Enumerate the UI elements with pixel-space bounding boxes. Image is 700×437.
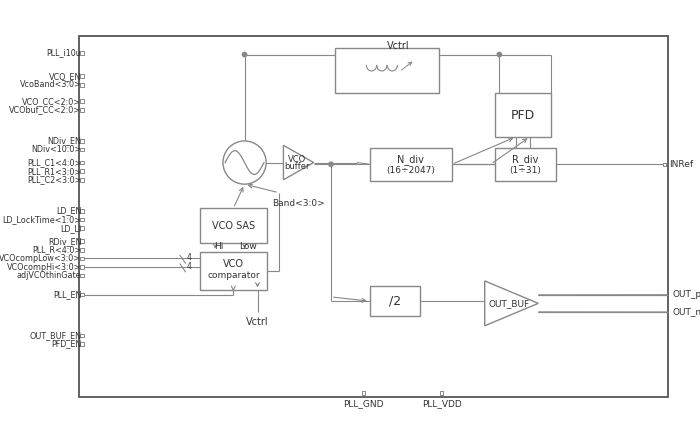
Text: adjVCOthinGate: adjVCOthinGate (17, 271, 81, 280)
Bar (80, 148, 84, 151)
Bar (80, 248, 84, 252)
Bar (495, 94, 551, 137)
Text: OUT_p: OUT_p (672, 290, 700, 299)
Bar (80, 161, 84, 164)
Bar (80, 257, 84, 260)
Bar (370, 148, 452, 180)
Circle shape (223, 141, 266, 184)
Text: NDiv<10:0>: NDiv<10:0> (32, 145, 81, 154)
Bar (80, 51, 84, 55)
Bar (335, 48, 439, 93)
Bar (80, 178, 84, 181)
Bar (80, 100, 84, 103)
Bar (199, 208, 267, 243)
Text: PLL_VDD: PLL_VDD (421, 399, 461, 408)
Text: VCOcompHi<3:0>: VCOcompHi<3:0> (7, 263, 81, 271)
Text: PLL_C1<4:0>: PLL_C1<4:0> (27, 158, 81, 167)
Text: OUT_n: OUT_n (672, 308, 700, 316)
Text: PLL_EN: PLL_EN (53, 290, 81, 299)
Text: VCObuf_CC<2:0>: VCObuf_CC<2:0> (9, 105, 81, 114)
Bar (663, 163, 666, 166)
Bar (80, 265, 84, 269)
Text: Band<3:0>: Band<3:0> (272, 199, 325, 208)
Text: 4: 4 (187, 253, 192, 262)
Text: INRef: INRef (670, 160, 694, 169)
Bar (80, 209, 84, 213)
Text: VCO: VCO (223, 260, 244, 270)
Text: VCO_CC<2:0>: VCO_CC<2:0> (22, 97, 81, 106)
Bar (80, 74, 84, 78)
Text: PLL_i10u: PLL_i10u (46, 49, 81, 57)
Bar (80, 342, 84, 346)
Text: PLL_R1<3:0>: PLL_R1<3:0> (27, 166, 81, 176)
Text: PLL_R<4:0>: PLL_R<4:0> (32, 245, 81, 254)
Circle shape (497, 52, 501, 57)
Polygon shape (484, 281, 538, 326)
Text: VCO SAS: VCO SAS (212, 221, 255, 231)
Bar (80, 333, 84, 337)
Bar (370, 286, 420, 316)
Bar (495, 148, 556, 180)
Text: NDiv_EN: NDiv_EN (48, 136, 81, 146)
Text: RDiv_EN: RDiv_EN (48, 237, 81, 246)
Text: Low: Low (239, 242, 257, 251)
Text: PLL_GND: PLL_GND (344, 399, 384, 408)
Circle shape (242, 52, 246, 57)
Text: 4: 4 (187, 262, 192, 271)
Text: Vctrl: Vctrl (246, 317, 269, 327)
Text: /2: /2 (389, 295, 401, 308)
Text: buffer: buffer (284, 163, 310, 171)
Text: Vctrl: Vctrl (387, 41, 409, 51)
Bar (80, 293, 84, 296)
Text: comparator: comparator (207, 271, 260, 280)
Bar (80, 83, 84, 87)
Text: VCO_EN: VCO_EN (49, 72, 81, 81)
Text: LD_EN: LD_EN (56, 206, 81, 215)
Bar (362, 392, 365, 395)
Text: PFD_EN: PFD_EN (51, 340, 81, 348)
Bar (440, 392, 443, 395)
Text: OUT_BUF: OUT_BUF (488, 299, 529, 308)
Bar (80, 226, 84, 230)
Text: (1÷31): (1÷31) (510, 166, 541, 175)
Bar (199, 252, 267, 291)
Bar (80, 239, 84, 243)
Text: VCOcompLow<3:0>: VCOcompLow<3:0> (0, 254, 81, 263)
Circle shape (329, 162, 333, 166)
Polygon shape (284, 145, 314, 180)
Text: PFD: PFD (511, 108, 536, 121)
Text: LD_LI: LD_LI (60, 224, 81, 233)
Text: VCO: VCO (288, 155, 306, 163)
Bar (80, 218, 84, 221)
Text: OUT_BUF_EN: OUT_BUF_EN (29, 331, 81, 340)
Text: N_div: N_div (398, 155, 424, 166)
Text: LD_LockTime<1:0>: LD_LockTime<1:0> (2, 215, 81, 224)
Text: R_div: R_div (512, 155, 538, 166)
Bar (663, 163, 666, 166)
Bar (80, 108, 84, 111)
Bar (80, 139, 84, 143)
Text: Hi: Hi (214, 242, 223, 251)
Text: PLL_C2<3:0>: PLL_C2<3:0> (27, 175, 81, 184)
Text: (16÷2047): (16÷2047) (386, 166, 435, 175)
Bar (80, 274, 84, 277)
Text: VcoBand<3:0>: VcoBand<3:0> (20, 80, 81, 89)
Bar (80, 170, 84, 173)
